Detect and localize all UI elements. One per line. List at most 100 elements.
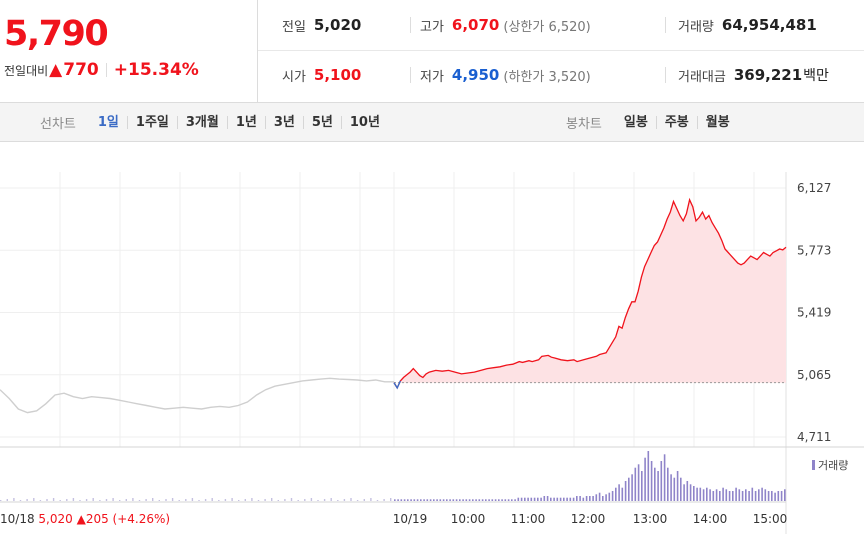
volume-bar [602,496,604,501]
volume-bar [628,477,630,501]
period-tab-0[interactable]: 1일 [97,114,119,130]
prev-day-annotation: 10/18 5,020 ▲205 (+4.26%) [0,512,170,526]
prev-volume-bar [33,498,35,501]
volume-bar [494,499,497,501]
low-label: 저가 [420,69,444,85]
prev-volume-bar [185,499,187,501]
volume-bar [644,457,646,501]
period-tab-4[interactable]: 3년 [264,115,303,129]
candle-selector: 봉차트 일봉 주봉 월봉 [566,103,738,141]
volume-bar [784,489,786,501]
prev-volume-bar [337,500,339,501]
volume-bar [478,499,481,501]
prev-volume-bar [363,499,365,501]
period-tab-3[interactable]: 1년 [226,115,265,129]
volume-label: 거래량 [678,19,714,35]
candle-tab-2[interactable]: 월봉 [696,115,738,129]
prev-volume-bar [231,498,233,501]
prev-volume-bar [297,500,299,501]
y-tick-label: 5,065 [797,368,831,382]
prev-volume-bar [264,499,266,501]
period-tab-1[interactable]: 1주일 [126,115,177,129]
volume-bar [504,499,507,501]
volume-bar [728,491,731,501]
volume-bar [420,499,422,501]
volume-bar [657,471,659,501]
volume-bar [748,491,750,501]
candle-chart-label: 봉차트 [566,116,602,132]
prev-volume-bar [224,499,227,501]
volume-bar [676,471,679,501]
prev-volume-bar [132,498,134,501]
volume-bar [761,487,763,501]
volume-bar [735,487,737,501]
prev-close-cell: 전일 5,020 [282,0,361,50]
volume-bar [712,491,715,501]
prev-volume-bar [26,499,28,501]
x-tick-label: 10/19 [393,512,428,526]
prev-volume-bar [204,499,207,501]
prev-volume-bar [99,500,101,501]
period-tab-2[interactable]: 3개월 [176,115,227,129]
prev-volume-bar [251,498,253,501]
volume-bar [566,497,568,501]
prev-volume-bar [356,500,359,501]
change-divider [105,63,107,77]
price-box: 5,790 전일대비 ▲ 770 +15.34% [0,0,258,102]
volume-bar [572,497,575,501]
volume-bar [407,499,409,501]
volume-bar [397,499,399,501]
lower-limit: (하한가 3,520) [503,69,591,85]
volume-bar [631,474,633,501]
prev-volume-bar [290,498,293,501]
volume-bar [472,499,474,501]
volume-bar [481,499,484,501]
prev-volume-bar [277,500,279,501]
period-tab-6[interactable]: 10년 [340,115,388,129]
volume-bar [592,496,594,501]
prev-close-value: 5,020 [313,16,362,34]
volume-bar [611,491,614,501]
volume-bar [702,489,705,501]
volume-bar [452,499,455,501]
prev-volume-bar [112,498,114,501]
prev-volume-bar [165,499,167,501]
prev-volume-bar [152,498,154,501]
prev-volume-bar [85,499,88,501]
prev-volume-bar [178,500,180,501]
prev-volume-bar [158,500,160,501]
period-tabs: 1일 1주일 3개월 1년 3년 5년 10년 [90,114,388,130]
stats-divider [410,17,411,33]
prev-day-line [0,377,394,414]
candle-tab-0[interactable]: 일봉 [623,114,648,130]
open-cell: 시가 5,100 [282,50,361,100]
prev-day-date: 10/18 [0,512,35,526]
volume-bar [527,497,529,501]
volume-bar [647,451,650,501]
volume-bar [764,489,767,501]
y-tick-label: 6,127 [797,181,831,195]
volume-bar [598,492,601,501]
prev-volume-bar [138,500,141,501]
volume-bar [706,487,708,501]
prev-day-arrow-icon: ▲ [73,512,87,526]
candle-tab-1[interactable]: 주봉 [655,115,697,129]
quote-summary: 5,790 전일대비 ▲ 770 +15.34% 전일 5,020 고가 6,0… [0,0,864,103]
volume-bar [400,499,403,501]
period-selector: 선차트 1일 1주일 3개월 1년 3년 5년 10년 [40,103,388,141]
volume-bar [520,497,523,501]
volume-bar [507,499,510,501]
prev-volume-bar [145,499,147,501]
period-tab-5[interactable]: 5년 [302,115,341,129]
today-price-below-base-line [393,380,402,390]
volume-bar [455,499,458,501]
volume-bar [576,496,578,501]
volume-bar [449,499,451,501]
volume-bar [608,492,611,501]
volume-bar [774,492,776,501]
chart-toolbar: 선차트 1일 1주일 3개월 1년 3년 5년 10년 봉차트 일봉 주봉 월봉 [0,103,864,142]
today-price-line [393,197,787,390]
volume-bar [634,467,637,501]
prev-volume-bar [92,498,94,501]
volume-bar [767,491,770,501]
